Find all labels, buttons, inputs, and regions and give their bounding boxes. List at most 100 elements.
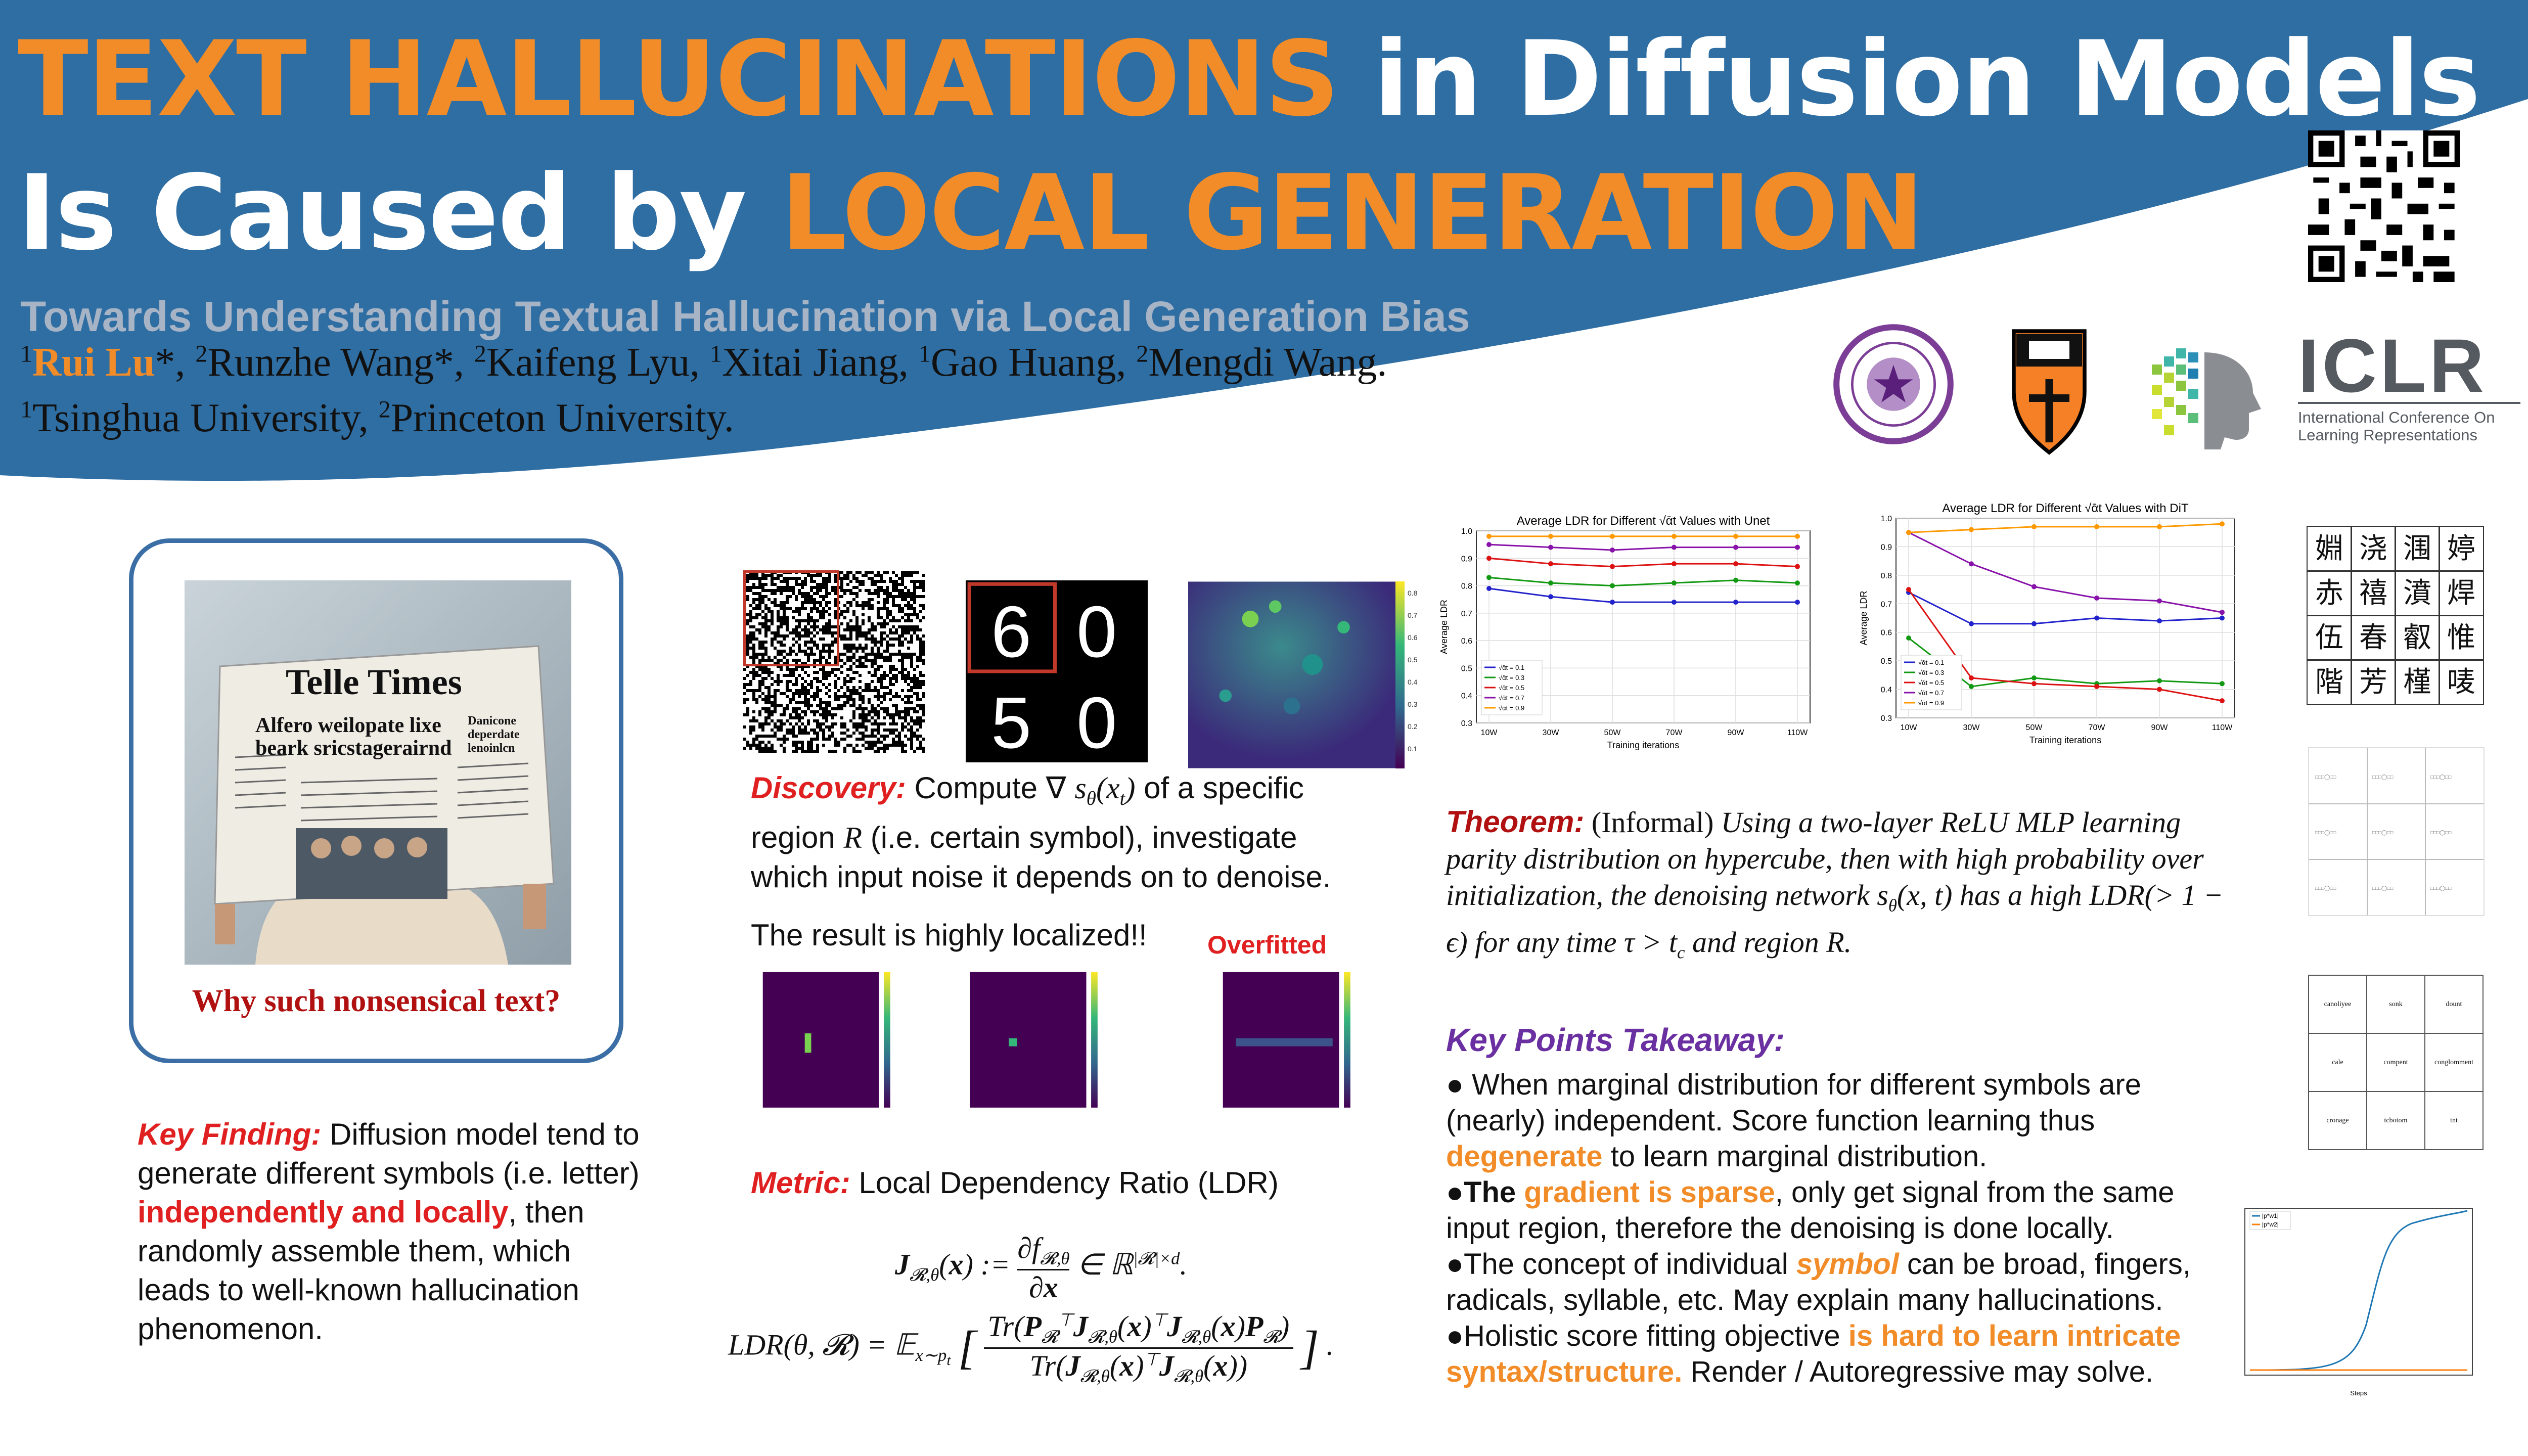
- noise-pixel: [774, 713, 777, 716]
- noise-pixel: [758, 656, 761, 659]
- noise-pixel: [865, 698, 868, 701]
- noise-pixel: [813, 704, 816, 707]
- noise-pixel: [825, 741, 828, 744]
- svg-text:□□□◯□□: □□□◯□□: [2372, 775, 2393, 781]
- noise-pixel: [852, 638, 855, 641]
- noise-pixel: [831, 592, 834, 595]
- noise-pixel: [865, 619, 868, 622]
- affil-sup: 2: [378, 396, 391, 423]
- noise-pixel: [874, 665, 877, 668]
- noise-pixel: [913, 744, 916, 747]
- noise-pixel: [904, 732, 907, 735]
- noise-pixel: [846, 677, 849, 680]
- data-point: [1969, 675, 1974, 680]
- noise-pixel: [771, 732, 774, 735]
- noise-pixel: [895, 747, 898, 750]
- noise-pixel: [816, 628, 819, 631]
- noise-pixel: [795, 613, 798, 616]
- noise-pixel: [871, 631, 874, 634]
- noise-pixel: [825, 747, 828, 750]
- noise-pixel: [777, 750, 780, 753]
- noise-pixel: [919, 689, 922, 692]
- noise-pixel: [910, 668, 913, 671]
- noise-pixel: [892, 647, 895, 650]
- author-sep: .: [1377, 340, 1387, 385]
- noise-pixel: [846, 598, 849, 601]
- noise-pixel: [764, 610, 768, 613]
- noise-pixel: [846, 704, 849, 707]
- y-tick-label: 0.4: [1461, 692, 1472, 701]
- noise-pixel: [786, 650, 789, 653]
- noise-pixel: [862, 671, 865, 674]
- data-point: [1486, 533, 1492, 539]
- noise-pixel: [783, 659, 786, 662]
- noise-pixel: [849, 613, 852, 616]
- noise-pixel: [837, 686, 840, 689]
- noise-pixel: [919, 592, 922, 595]
- noise-pixel: [780, 750, 783, 753]
- noise-pixel: [807, 583, 810, 586]
- chinese-char-cell: 春: [2351, 615, 2396, 661]
- noise-pixel: [883, 613, 886, 616]
- noise-pixel: [746, 583, 749, 586]
- noise-pixel: [777, 707, 780, 710]
- noise-pixel: [907, 622, 910, 625]
- noise-pixel: [904, 610, 907, 613]
- noise-pixel: [874, 680, 877, 683]
- noise-pixel: [822, 619, 825, 622]
- noise-pixel: [792, 747, 795, 750]
- noise-pixel: [792, 601, 795, 604]
- noise-pixel: [907, 692, 910, 695]
- noise-pixel: [795, 698, 798, 701]
- noise-pixel: [771, 595, 774, 598]
- noise-pixel: [798, 722, 801, 725]
- noise-pixel: [831, 741, 834, 744]
- key-finding: Key Finding: Diffusion model tend to gen…: [138, 1115, 643, 1348]
- noise-pixel: [840, 719, 843, 722]
- noise-pixel: [825, 616, 828, 619]
- noise-pixel: [831, 665, 834, 668]
- y-tick-label: 0.9: [1461, 555, 1472, 563]
- noise-pixel: [746, 695, 749, 698]
- noise-pixel: [904, 704, 907, 707]
- noise-pixel: [865, 674, 868, 677]
- noise-pixel: [807, 725, 810, 729]
- noise-pixel: [777, 698, 780, 701]
- noise-pixel: [871, 619, 874, 622]
- noise-pixel: [758, 719, 761, 722]
- noise-pixel: [789, 686, 792, 689]
- noise-pixel: [849, 707, 852, 710]
- affil-name: Tsinghua University,: [32, 396, 379, 440]
- noise-pixel: [880, 598, 883, 601]
- noise-pixel: [919, 601, 922, 604]
- noise-pixel: [907, 577, 910, 580]
- noise-pixel: [892, 747, 895, 750]
- noise-pixel: [898, 683, 901, 686]
- noise-pixel: [859, 689, 862, 692]
- noise-pixel: [889, 586, 892, 589]
- noise-pixel: [913, 725, 916, 729]
- author-sup: 1: [710, 340, 722, 368]
- noise-pixel: [819, 716, 822, 719]
- noise-pixel: [877, 625, 880, 628]
- noise-pixel: [771, 656, 774, 659]
- noise-pixel: [895, 622, 898, 625]
- noise-pixel: [780, 671, 783, 674]
- x-tick-label: 10W: [1481, 729, 1498, 737]
- noise-pixel: [855, 732, 859, 735]
- noise-pixel: [859, 650, 862, 653]
- noise-pixel: [843, 619, 846, 622]
- noise-pixel: [761, 628, 764, 631]
- noise-pixel: [849, 722, 852, 725]
- noise-pixel: [786, 716, 789, 719]
- noise-pixel: [913, 701, 916, 704]
- noise-pixel: [837, 665, 840, 668]
- noise-pixel: [749, 601, 752, 604]
- noise-pixel: [895, 641, 898, 644]
- noise-pixel: [859, 574, 862, 577]
- noise-pixel: [846, 586, 849, 589]
- author-sep: ,: [1116, 340, 1137, 385]
- y-tick-label: 1.0: [1461, 527, 1472, 536]
- qr-code-icon[interactable]: [2308, 130, 2460, 282]
- noise-pixel: [871, 613, 874, 616]
